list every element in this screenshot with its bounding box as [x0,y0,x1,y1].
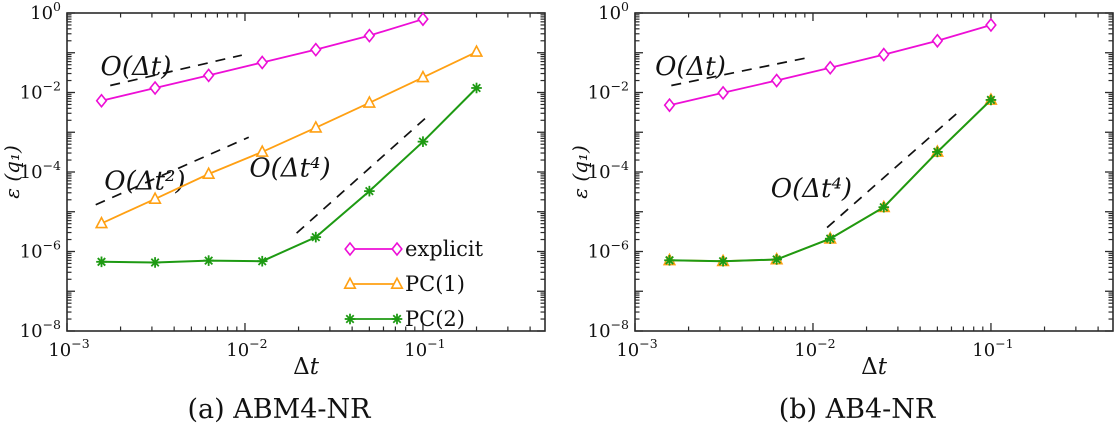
slope-guide [95,136,250,206]
diamond-marker [877,47,890,62]
triangle-marker [469,44,484,57]
legend-label: explicit [405,237,484,261]
y-tick-label: 10−8 [588,317,629,342]
triangle-marker [416,69,430,83]
x-tick-label: 10−3 [616,336,657,361]
legend-star-marker [344,313,356,325]
series-PC(2) [664,94,997,267]
y-tick-label: 10−2 [20,79,61,104]
y-tick-label: 100 [598,0,629,24]
legend-label: PC(1) [405,272,465,296]
y-tick-label: 10−4 [20,158,61,183]
panel-a: 10−3 10−2 10−1 100 10−2 10−4 10−6 10−8 O(Δt) O(Δt… [0,0,546,380]
legend-triangle-marker [343,276,357,290]
y-tick-label: 10−2 [588,79,629,104]
diamond-marker [149,80,161,96]
triangle-marker [94,215,109,229]
diamond-marker [985,17,997,33]
diamond-marker [824,60,837,76]
series-PC(2)-line [101,87,478,264]
star-marker [824,233,836,244]
legend-label: PC(2) [405,307,465,331]
x-tick-label: 10−1 [972,336,1013,361]
legend-diamond-marker [391,241,403,257]
star-marker [471,82,482,94]
legend: explicit PC(1) PC(2) [343,237,484,331]
slope-label: O(Δt⁴) [249,153,330,183]
star-marker [256,255,268,267]
diamond-marker [770,73,783,88]
diamond-marker [717,85,729,101]
legend-diamond-marker [344,241,356,257]
x-tick-label: 10−2 [226,336,267,361]
diamond-marker [95,93,108,109]
star-marker [364,185,375,197]
y-axis-label: ε (q₁) [568,145,592,199]
slope-guide [826,111,960,229]
star-marker [149,257,161,268]
star-marker [985,94,997,106]
triangle-marker [148,191,162,204]
slope-label: O(Δt) [655,52,726,82]
series-PC(2) [96,82,482,268]
triangle-marker [202,166,216,180]
y-tick-label: 10−8 [20,317,61,342]
series-explicit [95,11,429,109]
diamond-marker [363,28,376,43]
diamond-marker [417,11,429,27]
slope-label: O(Δt⁴) [771,174,852,204]
star-marker [310,231,322,243]
y-tick-label: 10−6 [588,238,629,263]
series-PC(1)-line [101,51,477,225]
diamond-marker [256,55,269,70]
x-tick-label: 10−3 [48,336,89,361]
slope-guide [671,56,811,87]
slope-label: O(Δt²) [104,167,185,197]
y-axis-label: ε (q₁) [0,145,24,199]
legend-triangle-marker [390,276,404,290]
series-explicit [663,17,997,113]
star-marker [717,255,729,267]
y-tick-label: 100 [30,0,61,24]
diamond-marker [663,97,676,113]
legend-star-marker [391,313,403,325]
diamond-marker [931,33,944,49]
star-marker [203,255,214,266]
x-axis-label: Δt [861,354,888,380]
ticks [634,12,1113,332]
slope-label: O(Δt) [101,52,172,82]
star-marker [417,136,429,147]
series-PC(1) [94,44,484,229]
star-marker [878,201,890,213]
x-axis-label: Δt [293,354,320,380]
triangle-marker [362,95,377,108]
diamond-marker [309,42,322,57]
star-marker [932,146,943,158]
star-marker [771,254,782,265]
slope-guide [110,54,243,87]
x-tick-label: 10−2 [794,336,835,361]
y-tick-label: 10−4 [588,158,629,183]
x-tick-label: 10−1 [404,336,445,361]
triangle-marker [255,144,269,157]
star-marker [664,255,675,266]
star-marker [96,256,107,268]
panel-b-caption: (b) AB4-NR [778,394,936,425]
triangle-marker [309,120,323,133]
panel-a-caption: (a) ABM4-NR [187,394,371,425]
y-tick-label: 10−6 [20,238,61,263]
slope-guide [296,113,431,234]
panel-b: 10−3 10−2 10−1 100 10−2 10−4 10−6 10−8 O(Δt) O(Δt… [568,0,1114,380]
diamond-marker [202,68,215,83]
